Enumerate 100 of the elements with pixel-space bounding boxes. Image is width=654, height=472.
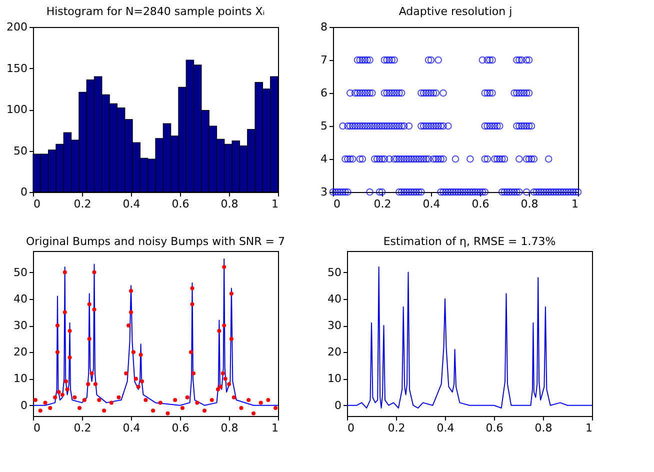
y-tick-label: 8: [320, 20, 328, 34]
x-tick-label: 0.2: [74, 198, 92, 210]
point: [440, 122, 447, 130]
point: [516, 122, 523, 130]
point: [513, 56, 520, 64]
x-tick-label: 0.8: [520, 198, 538, 210]
point: [356, 56, 364, 64]
point: [380, 155, 388, 163]
point: [491, 155, 498, 163]
y-tick-label: 100: [6, 103, 28, 116]
point: [525, 122, 533, 130]
x-tick-label: 0.4: [122, 198, 140, 210]
point: [370, 155, 378, 163]
point: [424, 56, 432, 64]
point: [510, 89, 518, 97]
point: [354, 56, 362, 64]
point: [486, 89, 494, 97]
point: [420, 122, 428, 130]
point: [437, 155, 444, 163]
point: [354, 122, 362, 130]
point: [356, 122, 364, 130]
point: [378, 155, 386, 163]
point: [393, 89, 400, 97]
point: [366, 122, 374, 130]
y-tick-label: 3: [320, 186, 328, 198]
point: [525, 155, 533, 163]
point: [418, 155, 425, 163]
point: [344, 122, 352, 130]
point: [386, 155, 394, 163]
point: [440, 89, 447, 97]
point: [393, 122, 400, 130]
point: [424, 89, 432, 97]
point: [390, 155, 398, 163]
point: [516, 155, 523, 163]
point: [516, 56, 523, 64]
point: [378, 122, 386, 130]
y-tick-label: 0: [334, 398, 342, 412]
point: [432, 89, 440, 97]
y-tick-label: 4: [320, 152, 328, 166]
x-tick-label: 0.6: [172, 198, 190, 210]
point: [356, 89, 364, 97]
x-tick-label: 0: [34, 422, 40, 434]
point: [373, 155, 381, 163]
point: [380, 89, 388, 97]
point: [368, 89, 376, 97]
point: [415, 155, 422, 163]
point: [486, 56, 494, 64]
point: [342, 155, 349, 163]
point: [513, 122, 520, 130]
point: [427, 122, 435, 130]
point: [393, 155, 400, 163]
point: [444, 122, 452, 130]
point: [390, 89, 398, 97]
point: [486, 122, 494, 130]
point: [530, 155, 538, 163]
point: [498, 155, 506, 163]
y-tick-label: 0: [20, 398, 28, 412]
y-tick-label: 40: [328, 292, 342, 306]
point: [402, 155, 410, 163]
line-series: [347, 266, 592, 409]
x-tick-label: 0.6: [486, 422, 504, 434]
y-tick-label: 150: [6, 62, 28, 75]
x-tick-label: 1: [272, 422, 278, 434]
y-tick-label: 50: [328, 266, 342, 279]
point: [390, 122, 398, 130]
x-tick-label: 0.6: [172, 422, 190, 434]
point: [466, 155, 474, 163]
point: [493, 155, 501, 163]
point: [522, 56, 530, 64]
point: [412, 155, 420, 163]
y-tick-label: 20: [14, 346, 28, 359]
point: [364, 122, 371, 130]
point: [400, 155, 408, 163]
chart-title: Adaptive resolution j: [398, 5, 512, 18]
y-tick-label: 50: [14, 144, 28, 158]
point: [484, 155, 492, 163]
point: [388, 56, 396, 64]
point: [388, 122, 396, 130]
y-tick-label: 10: [14, 372, 28, 386]
chart-title: Original Bumps and noisy Bumps with SNR = 7: [26, 235, 286, 248]
point: [488, 56, 496, 64]
point: [346, 122, 354, 130]
point: [405, 155, 413, 163]
point: [356, 155, 364, 163]
point: [346, 89, 354, 97]
point: [424, 122, 432, 130]
point: [522, 89, 530, 97]
point: [351, 89, 359, 97]
y-tick-label: 50: [14, 266, 28, 279]
point: [368, 122, 376, 130]
point: [434, 56, 442, 64]
y-tick-label: 200: [6, 20, 28, 34]
point: [522, 155, 530, 163]
point: [388, 89, 396, 97]
point: [364, 56, 371, 64]
point: [376, 155, 384, 163]
y-tick-label: 30: [14, 319, 28, 332]
point: [358, 155, 366, 163]
x-tick-label: 0.2: [74, 422, 92, 434]
x-tick-label: 0: [34, 198, 40, 210]
